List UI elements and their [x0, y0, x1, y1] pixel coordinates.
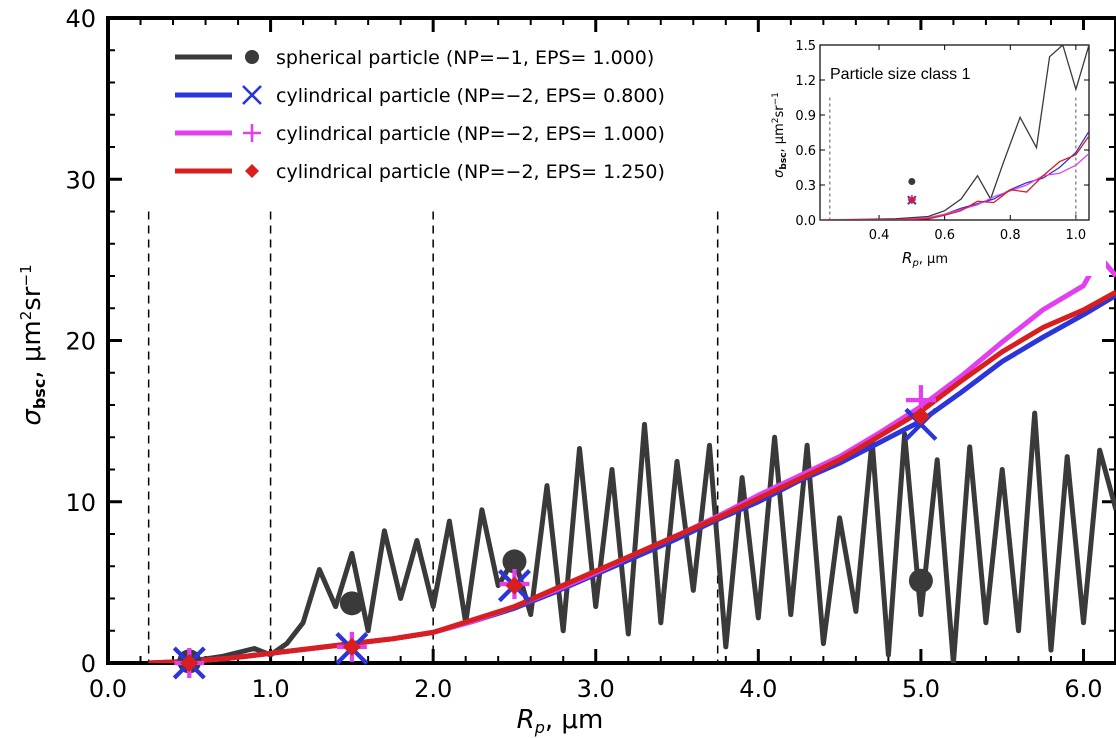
inset-y-tick-label: 0.3 [795, 179, 816, 194]
y-tick-label: 10 [65, 489, 96, 517]
data-marker [339, 591, 364, 616]
x-tick-label: 1.0 [251, 675, 289, 703]
data-marker [180, 654, 199, 672]
x-tick-label: 6.0 [1064, 675, 1102, 703]
legend-marker [245, 164, 259, 178]
inset-x-tick-label: 0.4 [869, 228, 890, 243]
inset-data-marker-shape [908, 178, 916, 185]
y-tick-label: 0 [81, 650, 96, 678]
x-axis-title: Rp, μm [517, 705, 604, 737]
legend-marker-shape [243, 124, 261, 142]
inset-background [776, 30, 1106, 276]
inset-x-tick-label: 0.6 [934, 228, 955, 243]
data-marker-shape [180, 654, 199, 672]
inset-series-line-3 [820, 135, 1089, 220]
inset-y-tick-label: 0.6 [795, 144, 816, 159]
y-axis-title: σbsc, μm2sr−1 [17, 264, 49, 425]
data-marker-shape [339, 591, 364, 616]
legend-marker [242, 85, 262, 105]
data-marker-shape [342, 637, 361, 656]
legend-entry-label: cylindrical particle (NP=−2, EPS= 1.000) [276, 123, 665, 145]
data-marker [502, 549, 527, 574]
legend-marker [243, 124, 261, 142]
x-tick-label: 4.0 [739, 675, 777, 703]
y-tick-label: 40 [65, 5, 96, 33]
y-tick-label: 20 [65, 328, 96, 356]
legend-marker [245, 50, 259, 64]
inset-title: Particle size class 1 [830, 66, 971, 83]
inset-series-line-2 [820, 153, 1089, 220]
inset-data-marker [907, 196, 916, 205]
inset-x-tick-label: 0.8 [1000, 228, 1021, 243]
inset-data-marker [908, 178, 916, 185]
series-markers [172, 385, 938, 680]
inset-y-tick-label: 1.2 [795, 74, 816, 89]
x-tick-label: 2.0 [414, 675, 452, 703]
inset-series-lines [820, 45, 1089, 220]
data-marker-shape [505, 576, 524, 595]
main-tick-labels: 0.0 1.0 2.0 3.0 4.0 5.0 6.0 0 10 20 30 40 [65, 5, 1102, 703]
x-tick-label: 5.0 [902, 675, 940, 703]
legend-entry-label: cylindrical particle (NP=−2, EPS= 1.250) [276, 161, 665, 183]
data-marker [908, 568, 933, 593]
inset-x-tick-label: 1.0 [1066, 228, 1087, 243]
legend-marker-shape [242, 85, 262, 105]
data-marker [505, 576, 524, 595]
data-marker-shape [908, 568, 933, 593]
inset-y-tick-label: 1.5 [795, 39, 816, 54]
legend-marker-shape [245, 50, 259, 64]
inset-series-line-0 [820, 45, 1089, 220]
inset-y-tick-label: 0.9 [795, 109, 816, 124]
x-tick-label: 3.0 [577, 675, 615, 703]
data-marker-shape [502, 549, 527, 574]
legend-marker-shape [245, 164, 259, 178]
legend-entry-label: spherical particle (NP=−1, EPS= 1.000) [276, 47, 654, 69]
legend-entry-label: cylindrical particle (NP=−2, EPS= 0.800) [276, 85, 665, 107]
main-plot-area [106, 16, 1116, 680]
data-marker [911, 407, 930, 426]
x-tick-label: 0.0 [89, 675, 127, 703]
series-lines [148, 254, 1116, 663]
inset-chart: 0.4 0.6 0.8 1.0 0.0 0.3 0.6 0.9 1.2 1.5 [776, 30, 1106, 276]
series-line-3 [148, 289, 1116, 663]
data-marker-shape [911, 407, 930, 426]
inset-data-marker-shape [907, 196, 916, 205]
legend: spherical particle (NP=−1, EPS= 1.000) cy… [175, 47, 665, 183]
inset-x-axis-title: Rp, μm [902, 249, 948, 269]
data-marker [342, 637, 361, 656]
y-tick-label: 30 [65, 166, 96, 194]
inset-y-axis-title: σbsc, μm2sr−1 [771, 92, 789, 178]
inset-y-tick-label: 0.0 [795, 214, 816, 229]
series-line-0 [188, 410, 1116, 663]
